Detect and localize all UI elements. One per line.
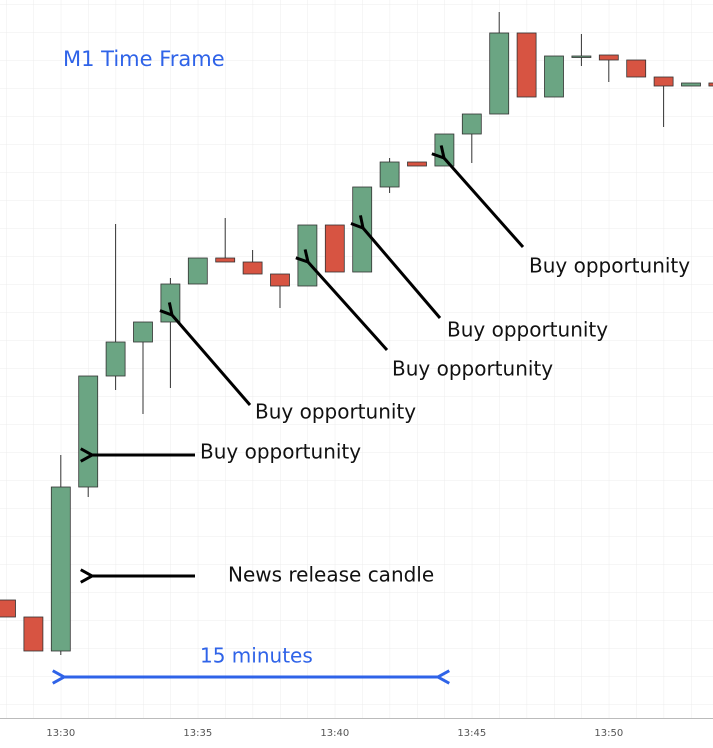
candle-body (160, 283, 181, 323)
candle-body (598, 54, 619, 61)
candle-body (708, 82, 713, 87)
candle-body (352, 186, 373, 273)
candle-body (50, 486, 71, 652)
x-tick-label: 13:50 (594, 728, 623, 739)
candle-body (489, 32, 510, 115)
chart-title: M1 Time Frame (63, 47, 225, 71)
candle-body (105, 341, 126, 377)
candle-body (653, 76, 674, 87)
candle-body (434, 133, 455, 167)
candle-body (187, 257, 208, 285)
candle-body (571, 55, 592, 58)
candle-body (379, 161, 400, 188)
candle-body (23, 616, 44, 652)
annotation: Buy opportunity (255, 400, 416, 424)
annotation: 15 minutes (200, 644, 313, 668)
candle-body (626, 59, 647, 78)
candle-body (681, 82, 701, 87)
candle-body (270, 273, 290, 287)
arrows (64, 158, 525, 677)
annotation: Buy opportunity (392, 357, 553, 381)
candle-body (215, 257, 236, 263)
candle-body (324, 224, 345, 273)
annotation: Buy opportunity (447, 318, 608, 342)
x-tick-label: 13:30 (46, 728, 75, 739)
x-tick-label: 13:45 (457, 728, 486, 739)
x-tick-label: 13:35 (183, 728, 212, 739)
candle-body (297, 224, 318, 287)
annotation: Buy opportunity (200, 440, 361, 464)
candle-body (407, 161, 427, 167)
candle-body (133, 321, 153, 343)
annotation: Buy opportunity (529, 254, 690, 278)
candle-body (544, 55, 564, 98)
candle-body (0, 599, 16, 618)
x-tick-label: 13:40 (320, 728, 349, 739)
candle-body (516, 32, 537, 98)
candle-body (461, 113, 482, 135)
plot (0, 12, 713, 655)
candle-body (242, 261, 263, 275)
candle-body (78, 375, 99, 488)
annotation: News release candle (228, 563, 434, 587)
